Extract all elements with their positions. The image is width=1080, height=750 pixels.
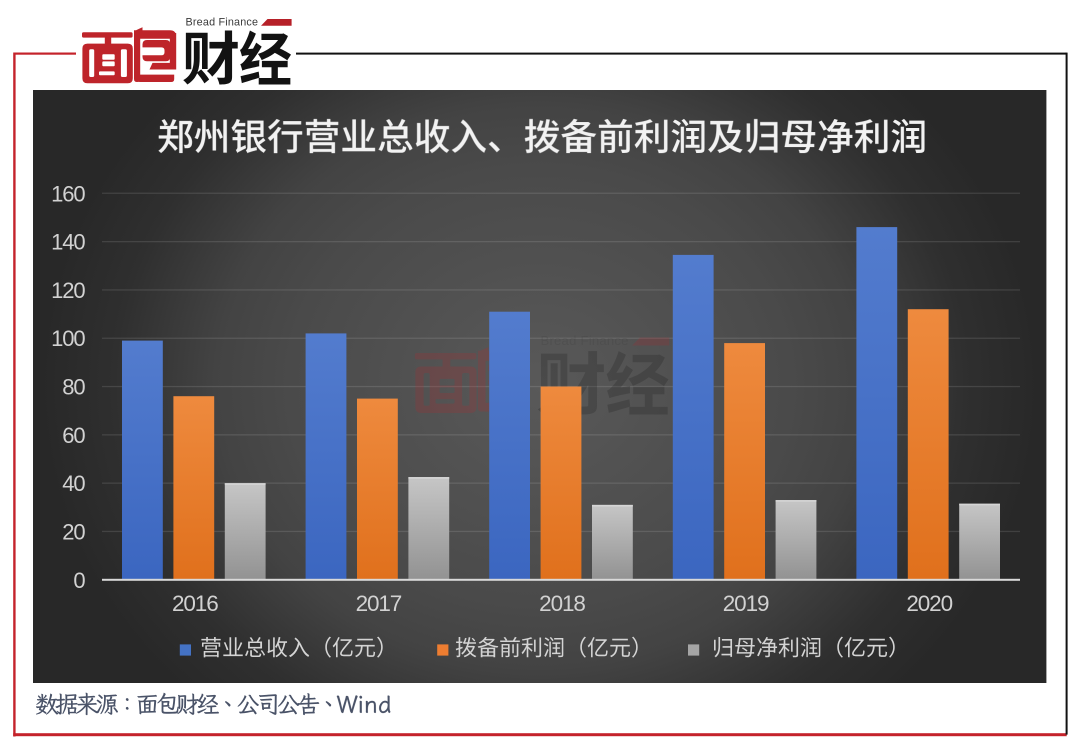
svg-text:Bread Finance: Bread Finance (186, 16, 259, 28)
svg-text:80: 80 (62, 375, 85, 400)
svg-text:140: 140 (51, 230, 85, 255)
svg-text:60: 60 (62, 423, 85, 448)
svg-text:2019: 2019 (723, 591, 769, 616)
svg-text:160: 160 (51, 181, 85, 206)
svg-text:2017: 2017 (356, 591, 402, 616)
svg-text:20: 20 (62, 520, 85, 545)
svg-text:120: 120 (51, 278, 85, 303)
svg-text:0: 0 (73, 568, 85, 593)
svg-text:100: 100 (51, 326, 85, 351)
svg-text:2016: 2016 (172, 591, 218, 616)
svg-text:40: 40 (62, 471, 85, 496)
svg-text:2020: 2020 (906, 591, 952, 616)
svg-text:2018: 2018 (539, 591, 585, 616)
